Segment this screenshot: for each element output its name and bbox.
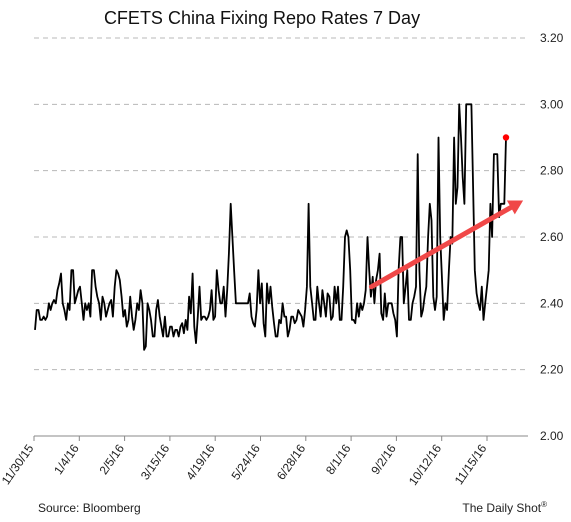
x-tick-label: 9/2/16 <box>368 441 399 477</box>
credit-name: The Daily Shot <box>462 501 541 515</box>
x-tick-label: 2/5/16 <box>96 441 127 477</box>
y-tick-label: 2.80 <box>540 164 564 178</box>
x-tick-label: 10/12/16 <box>406 441 444 488</box>
y-tick-label: 3.00 <box>540 97 564 111</box>
x-tick-label: 4/19/16 <box>183 441 218 482</box>
trend-arrow-head <box>506 200 524 215</box>
y-tick-label: 2.60 <box>540 230 564 244</box>
x-tick-label: 1/4/16 <box>51 441 82 477</box>
y-tick-label: 2.20 <box>540 363 564 377</box>
x-tick-label: 5/24/16 <box>229 441 264 482</box>
x-tick-label: 11/15/16 <box>452 441 490 487</box>
trend-arrow-group <box>368 200 524 290</box>
x-tick-label: 11/30/15 <box>0 441 37 487</box>
trend-arrow-shaft <box>368 204 514 290</box>
y-tick-label: 3.20 <box>540 31 564 45</box>
x-tick-label: 3/15/16 <box>138 441 173 482</box>
y-tick-label: 2.40 <box>540 296 564 310</box>
last-point-marker <box>502 134 510 141</box>
series-group <box>34 103 510 351</box>
gridlines <box>34 37 528 371</box>
source-label: Source: Bloomberg <box>38 501 141 515</box>
credit-mark: ® <box>541 500 547 509</box>
credit-label: The Daily Shot® <box>462 500 547 515</box>
chart-title: CFETS China Fixing Repo Rates 7 Day <box>104 8 420 28</box>
x-tick-label: 6/28/16 <box>274 441 309 482</box>
y-axis-ticks: 3.20 3.00 2.80 2.60 2.40 2.20 2.00 <box>540 31 564 443</box>
x-tick-label: 8/1/16 <box>323 441 354 477</box>
x-axis: 11/30/15 1/4/16 2/5/16 3/15/16 4/19/16 5/24/1… <box>0 435 528 488</box>
y-tick-label: 2.00 <box>540 429 564 443</box>
series-line <box>34 103 507 351</box>
